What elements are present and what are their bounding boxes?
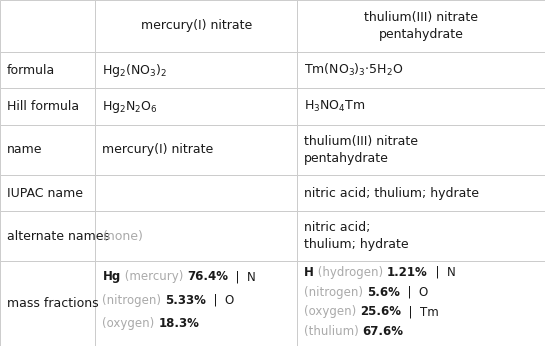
Text: 18.3%: 18.3% (159, 317, 199, 330)
Text: (oxygen): (oxygen) (304, 305, 360, 318)
Bar (95, 262, 297, 346)
Bar (297, 52, 545, 89)
Bar (297, 0, 545, 52)
Text: 1.21%: 1.21% (387, 266, 428, 279)
Text: (nitrogen): (nitrogen) (102, 294, 165, 307)
Bar (95, 175, 297, 211)
Bar (95, 89, 297, 125)
Text: thulium(III) nitrate
pentahydrate: thulium(III) nitrate pentahydrate (364, 11, 478, 41)
Text: |  Tm: | Tm (401, 305, 439, 318)
Text: IUPAC name: IUPAC name (7, 187, 83, 200)
Text: |  O: | O (399, 285, 428, 299)
Text: H: H (304, 266, 314, 279)
Bar (0, 262, 95, 346)
Text: (thulium): (thulium) (304, 325, 362, 338)
Bar (0, 211, 95, 262)
Text: formula: formula (7, 64, 56, 77)
Text: (none): (none) (102, 230, 143, 243)
Bar (95, 0, 297, 52)
Bar (297, 175, 545, 211)
Text: 25.6%: 25.6% (360, 305, 401, 318)
Text: mass fractions: mass fractions (7, 297, 99, 310)
Text: 67.6%: 67.6% (362, 325, 404, 338)
Text: alternate names: alternate names (7, 230, 110, 243)
Bar (0, 175, 95, 211)
Text: nitric acid;
thulium; hydrate: nitric acid; thulium; hydrate (304, 221, 409, 252)
Bar (297, 125, 545, 175)
Text: 76.4%: 76.4% (187, 270, 228, 283)
Bar (0, 125, 95, 175)
Bar (0, 89, 95, 125)
Text: Hill formula: Hill formula (7, 100, 79, 113)
Text: mercury(I) nitrate: mercury(I) nitrate (102, 144, 214, 156)
Text: $\mathrm{Hg_2(NO_3)_2}$: $\mathrm{Hg_2(NO_3)_2}$ (102, 62, 167, 79)
Text: 5.33%: 5.33% (165, 294, 206, 307)
Bar (0, 52, 95, 89)
Bar (95, 52, 297, 89)
Text: thulium(III) nitrate
pentahydrate: thulium(III) nitrate pentahydrate (304, 135, 418, 165)
Text: |  O: | O (206, 294, 234, 307)
Bar (0, 0, 95, 52)
Text: (oxygen): (oxygen) (102, 317, 159, 330)
Text: 5.6%: 5.6% (367, 285, 399, 299)
Text: $\mathrm{H_3NO_4Tm}$: $\mathrm{H_3NO_4Tm}$ (304, 99, 366, 114)
Text: (hydrogen): (hydrogen) (314, 266, 387, 279)
Text: Hg: Hg (102, 270, 120, 283)
Bar (297, 89, 545, 125)
Text: $\mathrm{Hg_2N_2O_6}$: $\mathrm{Hg_2N_2O_6}$ (102, 99, 158, 115)
Text: mercury(I) nitrate: mercury(I) nitrate (141, 19, 252, 33)
Text: nitric acid; thulium; hydrate: nitric acid; thulium; hydrate (304, 187, 479, 200)
Text: |  N: | N (228, 270, 256, 283)
Bar (297, 211, 545, 262)
Bar (297, 262, 545, 346)
Text: $\mathrm{Tm(NO_3)_3{\cdot}5H_2O}$: $\mathrm{Tm(NO_3)_3{\cdot}5H_2O}$ (304, 62, 403, 78)
Text: |  N: | N (428, 266, 456, 279)
Bar (95, 211, 297, 262)
Text: (mercury): (mercury) (120, 270, 187, 283)
Bar (95, 125, 297, 175)
Text: name: name (7, 144, 43, 156)
Text: (nitrogen): (nitrogen) (304, 285, 367, 299)
